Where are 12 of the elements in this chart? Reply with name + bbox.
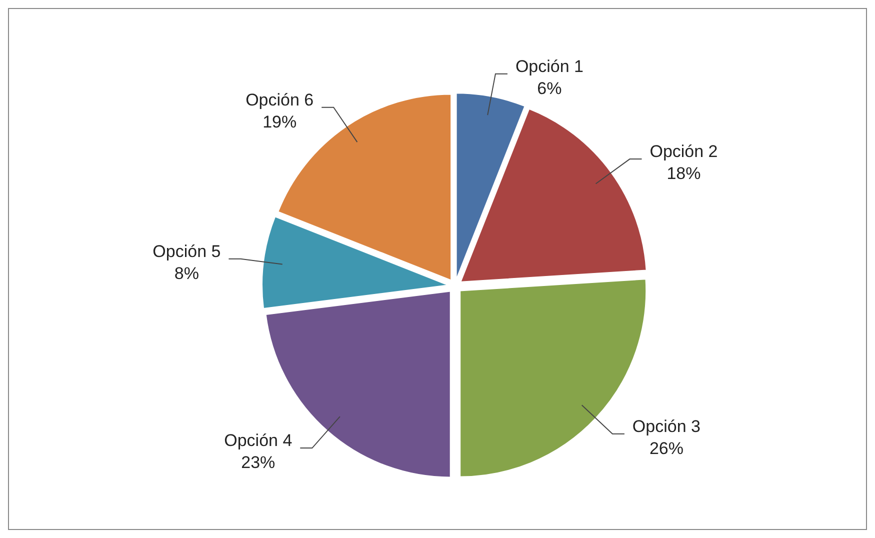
slice-label: Opción 4 [224, 431, 292, 450]
slice-label: Opción 1 [515, 56, 584, 76]
data-label: 6% [537, 78, 562, 98]
data-label: 8% [174, 264, 199, 283]
slice-label: Opción 6 [246, 90, 314, 110]
slice-label: Opción 3 [632, 416, 700, 436]
data-label: 26% [649, 438, 684, 458]
data-label: 19% [262, 112, 297, 132]
data-label: 18% [666, 164, 701, 184]
slice-label: Opción 5 [152, 242, 221, 261]
data-label: 23% [241, 453, 276, 472]
slice-label: Opción 2 [650, 142, 718, 162]
